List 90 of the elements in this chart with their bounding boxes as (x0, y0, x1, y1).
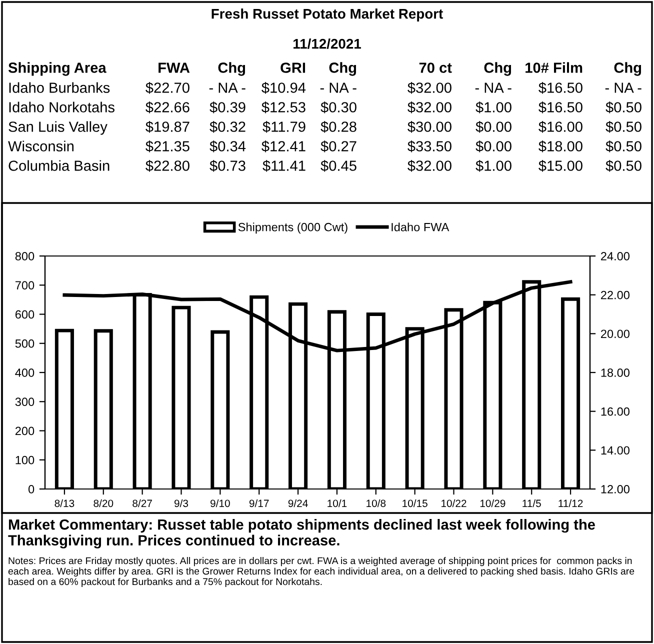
y2-tick-label: 18.00 (601, 368, 630, 377)
text: 70 ct (419, 62, 452, 73)
text: $16.00 (538, 120, 582, 133)
text: $32.00 (408, 82, 452, 94)
text: $30.00 (408, 120, 452, 133)
text: Chg (329, 62, 356, 76)
text: - NA - (605, 82, 642, 93)
y2-tick-label: 12.00 (601, 485, 630, 494)
x-tick-label: 10/15 (402, 499, 428, 508)
y2-tick-label: 14.00 (601, 446, 630, 455)
x-tick-label: 8/20 (94, 499, 114, 508)
text: $12.53 (262, 101, 306, 114)
text: $22.66 (146, 101, 190, 114)
y-tick-label: 600 (15, 310, 34, 319)
text: $32.00 (408, 160, 452, 172)
x-tick-label: 10/1 (328, 499, 347, 508)
y2-tick-label: 22.00 (601, 290, 630, 300)
y-tick-label: 500 (15, 339, 34, 348)
text: $0.50 (606, 120, 642, 133)
text: San Luis Valley (8, 121, 108, 135)
text: $21.35 (146, 140, 190, 152)
y-tick-label: 300 (15, 398, 34, 406)
x-tick-label: 10/22 (442, 499, 466, 508)
y-tick-label: 100 (16, 456, 34, 464)
x-tick-label: 10/29 (480, 499, 506, 508)
text: $16.50 (538, 101, 582, 114)
text: 11/12/2021 (294, 38, 361, 49)
x-tick-label: 8/13 (54, 499, 74, 508)
y-tick-label: 0 (28, 485, 34, 494)
text: $0.50 (606, 140, 642, 152)
text: GRI (280, 62, 306, 73)
x-tick-label: 10/8 (366, 499, 386, 508)
y2-tick-label: 20.00 (601, 330, 630, 338)
text: $0.32 (210, 120, 246, 133)
text: Columbia Basin (8, 160, 110, 171)
text: $15.00 (538, 160, 582, 172)
text: $0.27 (320, 140, 356, 152)
y-tick-label: 700 (15, 281, 34, 290)
x-tick-label: 8/27 (132, 499, 152, 508)
text: $0.50 (606, 101, 642, 114)
text: $32.00 (408, 101, 452, 114)
text: - NA - (320, 82, 356, 93)
text: - NA - (209, 82, 246, 93)
y-tick-label: 400 (15, 368, 34, 377)
text: $18.00 (538, 140, 582, 152)
text: $0.30 (320, 101, 356, 114)
x-tick-label: 11/12 (558, 499, 583, 508)
y-tick-label: 200 (15, 426, 34, 436)
x-tick-label: 9/24 (288, 499, 308, 508)
text: Idaho Burbanks (9, 82, 110, 93)
text: Chg (484, 62, 512, 76)
text: $10.94 (262, 82, 306, 94)
text: $16.50 (538, 82, 582, 94)
text: $22.70 (146, 82, 190, 94)
text: $0.34 (210, 140, 246, 152)
x-tick-label: 9/3 (174, 499, 188, 508)
text: $22.80 (146, 160, 190, 172)
text: Chg (218, 62, 246, 76)
text: $33.50 (408, 140, 452, 152)
text: $12.41 (262, 140, 306, 152)
x-tick-label: 9/17 (249, 499, 269, 508)
text: $11.41 (262, 160, 306, 172)
legend-label: Shipments (000 Cwt) (238, 222, 348, 234)
text: Idaho Norkotahs (9, 102, 114, 112)
legend-label: Idaho FWA (392, 222, 450, 232)
y-tick-label: 800 (15, 252, 34, 260)
text: $1.00 (476, 160, 512, 172)
text: $0.28 (320, 120, 356, 133)
text: $0.50 (606, 160, 642, 172)
text: $19.87 (146, 120, 190, 133)
text: Shipping Area (8, 62, 106, 76)
text: Chg (614, 62, 642, 76)
y2-tick-label: 24.00 (601, 252, 630, 260)
x-tick-label: 9/10 (210, 499, 230, 508)
text: Notes: Prices are Friday mostly quotes. All prices are in dollars per cwt. FWA is a weighted average of shipping point prices for common packs in each area. Weights differ by area. GRI is the Grower Returns Index for each individual area, on a delivered to packing shed basis. Idaho GRIs are based on a 60% packout for Burbanks and a 75% packout for Norkotahs. (8, 557, 634, 588)
text: - NA - (475, 82, 512, 93)
text: Market Commentary: Russet table potato shipments declined last week following the Thanksgiving run. Prices continued to increase. (8, 519, 595, 548)
text: $0.00 (476, 120, 512, 133)
text: $1.00 (476, 101, 512, 114)
text: FWA (158, 62, 190, 73)
text: $0.73 (210, 160, 246, 172)
text: $11.79 (262, 120, 306, 133)
text: $0.39 (210, 101, 246, 114)
text: Wisconsin (8, 140, 74, 152)
text: 10# Film (526, 62, 582, 73)
y2-tick-label: 16.00 (601, 407, 630, 416)
x-tick-label: 11/5 (522, 499, 541, 508)
text: $0.00 (476, 140, 512, 152)
text: $0.45 (320, 160, 356, 172)
text: Fresh Russet Potato Market Report (212, 8, 443, 22)
